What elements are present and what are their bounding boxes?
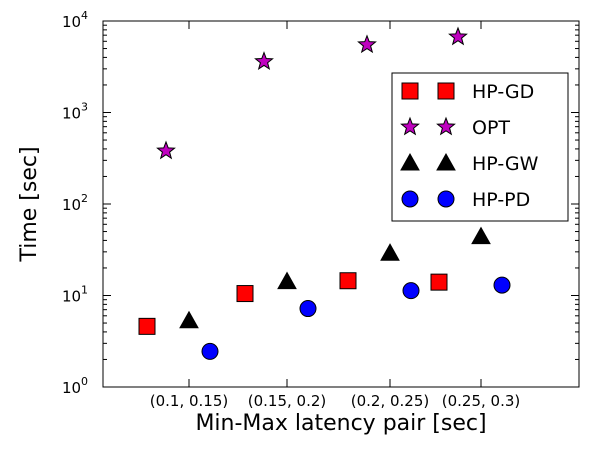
x-axis: (0.1, 0.15) (0.15, 0.2) (0.2, 0.25) (0.25, … bbox=[150, 21, 521, 410]
data-point-hp-pd bbox=[402, 282, 420, 300]
data-point-hp-gw bbox=[380, 243, 400, 261]
data-point-hp-gw bbox=[277, 271, 297, 290]
legend-marker-hp-gd bbox=[401, 82, 419, 100]
data-point-opt bbox=[254, 51, 274, 71]
x-tick-label: (0.1, 0.15) bbox=[150, 392, 229, 410]
legend-marker-hp-gw bbox=[436, 152, 456, 171]
y-tick-label: 101 bbox=[62, 284, 88, 306]
legend-label: HP-GW bbox=[472, 153, 539, 175]
data-point-hp-gw bbox=[471, 226, 491, 245]
data-point-hp-pd bbox=[493, 276, 511, 294]
y-tick-label: 100 bbox=[62, 375, 88, 397]
legend-box bbox=[391, 72, 569, 222]
data-point-opt bbox=[448, 26, 468, 46]
series-hp-pd bbox=[201, 276, 511, 360]
legend-marker-hp-gd bbox=[437, 82, 455, 100]
data-point-hp-pd bbox=[299, 300, 317, 318]
legend-marker-opt bbox=[436, 116, 456, 136]
y-tick-label: 102 bbox=[62, 192, 88, 214]
data-point-hp-gw bbox=[179, 310, 199, 329]
series-hp-gw bbox=[179, 226, 491, 329]
data-point-hp-gd bbox=[236, 285, 254, 303]
x-tick-label: (0.25, 0.3) bbox=[442, 392, 521, 410]
y-tick-label: 103 bbox=[62, 101, 88, 123]
y-tick-label: 104 bbox=[62, 9, 88, 31]
legend-label: HP-PD bbox=[472, 189, 530, 211]
y-axis-label: Time [sec] bbox=[17, 146, 42, 262]
y-axis: 100 101 102 103 104 bbox=[62, 9, 579, 397]
x-axis-label: Min-Max latency pair [sec] bbox=[195, 411, 486, 436]
data-point-opt bbox=[156, 140, 176, 160]
legend-label: HP-GD bbox=[472, 81, 534, 103]
legend-marker-hp-pd bbox=[437, 190, 455, 208]
x-tick-label: (0.2, 0.25) bbox=[351, 392, 430, 410]
legend-marker-opt bbox=[400, 116, 420, 136]
data-point-hp-gd bbox=[138, 317, 156, 335]
series-hp-gd bbox=[138, 272, 448, 335]
legend-marker-hp-gw bbox=[400, 152, 420, 171]
data-point-opt bbox=[357, 34, 377, 54]
data-point-hp-gd bbox=[339, 272, 357, 290]
data-series bbox=[138, 26, 511, 360]
legend: HP-GD OPT HP-GW HP-PD bbox=[391, 72, 569, 222]
series-opt bbox=[156, 26, 468, 160]
legend-label: OPT bbox=[472, 117, 510, 139]
data-point-hp-pd bbox=[201, 342, 219, 360]
x-tick-label: (0.15, 0.2) bbox=[248, 392, 327, 410]
data-point-hp-gd bbox=[430, 273, 448, 291]
legend-marker-hp-pd bbox=[401, 190, 419, 208]
